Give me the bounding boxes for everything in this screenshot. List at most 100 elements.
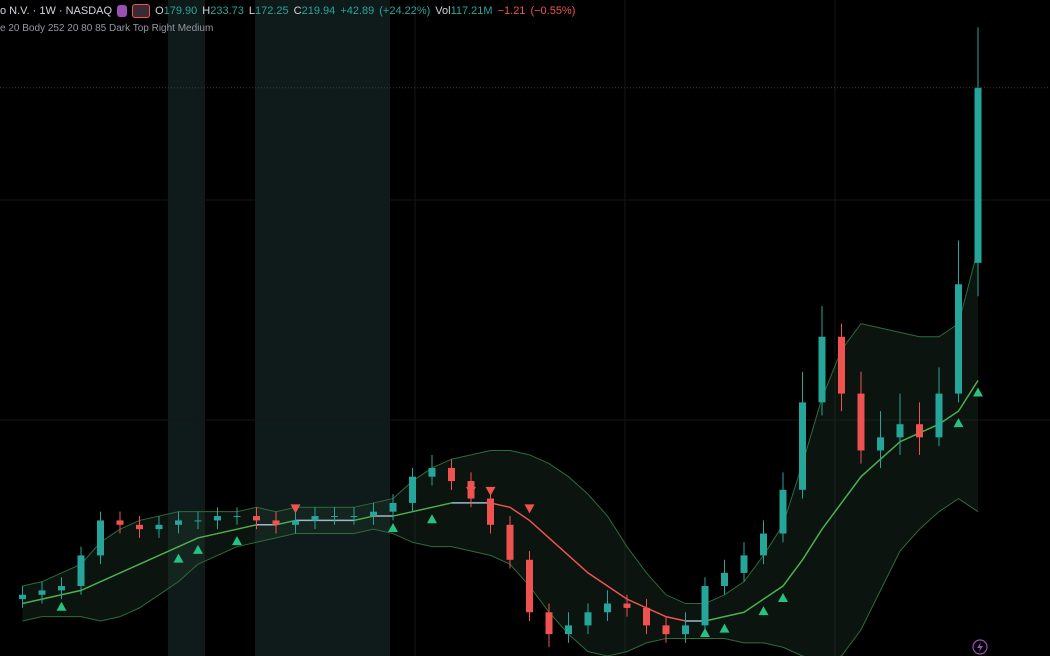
buy-signal	[193, 544, 203, 554]
open-value: 179.90	[163, 5, 198, 17]
candle-body	[838, 336, 845, 394]
ohlc: C219.94	[294, 5, 336, 17]
vol-change-pct: (−0.55%)	[530, 5, 576, 17]
symbol[interactable]: o N.V. · 1W · NASDAQ	[0, 5, 113, 17]
close-value: 219.94	[301, 5, 336, 17]
buy-signal	[700, 628, 710, 638]
candle-body	[857, 393, 865, 451]
candle-body	[253, 516, 260, 521]
candle-body	[604, 603, 611, 613]
candle-body	[292, 520, 299, 525]
candle-body	[779, 489, 787, 534]
candle-body	[428, 467, 436, 477]
candle-body	[760, 533, 767, 556]
candle-body	[643, 607, 650, 626]
indicator-label: e 20 Body 252 20 80 85 Dark Top Right Me…	[0, 23, 214, 34]
candle-body	[916, 424, 923, 438]
sell-signal	[466, 486, 476, 496]
band-upper	[22, 249, 979, 605]
candle-body	[818, 336, 826, 403]
sell-signal	[290, 504, 301, 514]
candle-body	[194, 520, 202, 522]
candle-body	[19, 594, 26, 600]
ohlc: O179.90	[155, 5, 197, 17]
alert-icon[interactable]	[972, 639, 988, 655]
candle-body	[896, 424, 904, 438]
buy-signal	[388, 523, 398, 533]
open-label: O	[155, 5, 164, 17]
basis-line	[353, 515, 374, 522]
high-label: H	[202, 5, 211, 17]
candle-body	[487, 498, 494, 525]
candle-body	[331, 516, 338, 518]
candle-body	[77, 555, 85, 587]
candle-body	[214, 516, 221, 521]
alert-bolt	[977, 642, 983, 652]
candle-body	[233, 516, 241, 518]
compare-icon[interactable]	[132, 4, 151, 18]
close-label: C	[293, 5, 302, 17]
buy-signal	[973, 387, 983, 397]
candle-body	[448, 467, 455, 482]
candle-body	[662, 625, 670, 635]
buy-signal	[719, 623, 730, 633]
candle-body	[370, 511, 377, 517]
candle-body	[623, 603, 631, 608]
buy-signal	[56, 601, 67, 611]
ohlc: H233.73	[202, 5, 244, 17]
change: +42.89	[340, 5, 375, 17]
candle-body	[136, 524, 143, 530]
legend-bar: o N.V. · 1W · NASDAQ O179.90 H233.73 L17…	[0, 4, 575, 18]
candle-body	[38, 590, 46, 595]
sell-signal	[524, 504, 535, 514]
candle-body	[721, 572, 728, 587]
volume-label: Vol	[435, 5, 451, 17]
candle-body	[682, 625, 689, 635]
high-value: 233.73	[210, 5, 244, 17]
candle-body	[565, 625, 572, 635]
low-label: L	[248, 5, 256, 17]
buy-signal	[778, 593, 788, 603]
candle-body	[506, 524, 514, 560]
ohlc: L172.25	[249, 5, 289, 17]
candle-body	[116, 520, 124, 525]
candle-body	[58, 586, 65, 591]
candle-body	[584, 612, 592, 626]
band-fill	[22, 249, 978, 656]
volume: Vol117.21M	[435, 5, 492, 17]
buy-signal	[173, 553, 184, 563]
candle-body	[955, 284, 962, 394]
buy-signal	[427, 514, 437, 524]
low-value: 172.25	[255, 5, 289, 17]
candle-body	[740, 555, 748, 573]
candle-body	[409, 476, 416, 503]
candle-body	[311, 516, 319, 521]
candle-body	[799, 402, 806, 490]
candle-body	[877, 437, 884, 451]
buy-signal	[953, 418, 964, 428]
candle-body	[350, 516, 358, 518]
candle-body	[935, 393, 943, 438]
candle-body	[526, 559, 533, 613]
candle-body	[389, 502, 397, 512]
flag-icon[interactable]	[117, 5, 128, 17]
candle-body	[545, 612, 553, 635]
volume-value: 117.21M	[450, 5, 493, 17]
candle-body	[974, 87, 982, 263]
buy-signal	[232, 536, 242, 546]
candle-body	[175, 520, 182, 525]
session-shade	[255, 0, 390, 656]
candle-body	[701, 586, 709, 626]
basis-line	[392, 502, 452, 517]
vol-change: −1.21	[497, 5, 526, 17]
sell-signal	[485, 486, 496, 496]
candle-body	[155, 524, 163, 530]
basis-line	[704, 380, 979, 622]
candle-body	[97, 520, 104, 556]
buy-signal	[758, 606, 769, 616]
candle-body	[272, 520, 280, 525]
